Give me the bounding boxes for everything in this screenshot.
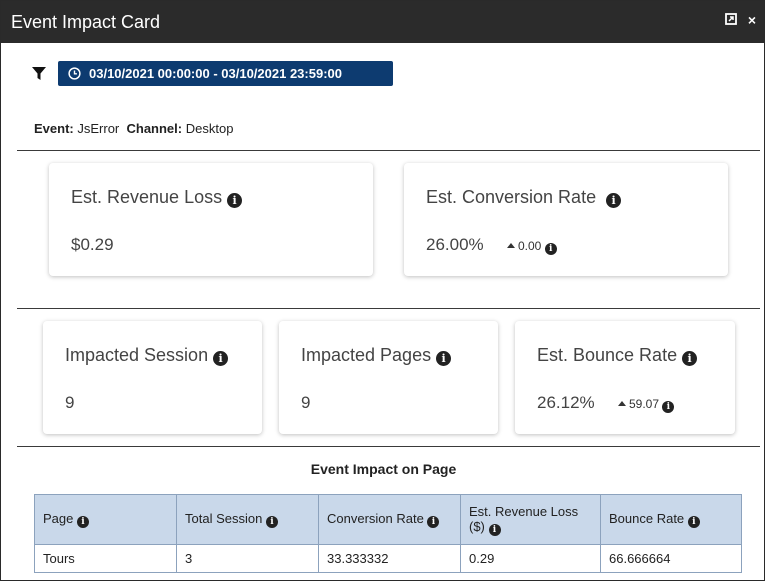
window-title: Event Impact Card [11,12,161,32]
column-header-conversion-rate[interactable]: Conversion Rate i [318,494,461,545]
table-cell: 3 [176,544,319,573]
table-title: Event Impact on Page [310,461,457,477]
expand-icon[interactable] [724,13,738,27]
card-label-text: Impacted Session [65,345,209,365]
event-value: JsError [77,121,120,136]
card-value: 26.12% [537,393,595,412]
caret-up-icon [618,401,626,406]
card-label: Impacted Pages i [301,345,452,366]
table-header-row: Page i Total Session i Conversion Rate i… [34,494,742,545]
card-delta: 59.07 i [618,397,675,413]
card-est-conversion-rate: Est. Conversion Rate i 26.00% 0.00 i [404,163,728,276]
card-value: $0.29 [71,235,114,254]
channel-label: Channel: [126,121,183,136]
card-delta-value: 59.07 [629,397,660,411]
info-icon[interactable]: i [436,351,452,366]
info-icon[interactable]: i [213,351,229,366]
card-impacted-pages: Impacted Pages i 9 [279,321,498,434]
column-header-page[interactable]: Page i [34,494,177,545]
card-label: Est. Conversion Rate i [426,187,622,208]
table-cell: Tours [34,544,177,573]
divider [17,150,760,151]
column-header-text: Conversion Rate [327,511,424,526]
card-delta: 0.00 i [507,239,557,255]
column-header-text: Est. Revenue Loss ($) [469,503,579,534]
info-icon[interactable]: i [544,243,557,255]
table-row[interactable]: Tours 3 33.333332 0.29 66.666664 [34,544,742,573]
card-impacted-session: Impacted Session i 9 [43,321,262,434]
card-label-text: Impacted Pages [301,345,432,365]
filter-icon[interactable] [32,67,46,81]
info-icon[interactable]: i [606,193,622,208]
table-cell: 0.29 [460,544,601,573]
info-icon[interactable]: i [687,516,700,528]
card-label: Est. Revenue Loss i [71,187,243,208]
column-header-total-session[interactable]: Total Session i [176,494,319,545]
impact-table: Page i Total Session i Conversion Rate i… [34,494,742,573]
info-icon[interactable]: i [427,516,440,528]
title-bar: Event Impact Card × [1,1,764,43]
close-icon[interactable]: × [747,12,757,28]
date-range-text: 03/10/2021 00:00:00 - 03/10/2021 23:59:0… [89,66,342,81]
card-delta-value: 0.00 [518,239,542,253]
event-label: Event: [34,121,74,136]
info-icon[interactable]: i [682,351,698,366]
caret-up-icon [507,243,515,248]
date-range-button[interactable]: 03/10/2021 00:00:00 - 03/10/2021 23:59:0… [58,61,393,86]
card-label: Impacted Session i [65,345,229,366]
column-header-text: Total Session [185,511,263,526]
event-meta: Event: JsError Channel: Desktop [34,121,233,136]
info-icon[interactable]: i [77,516,89,528]
column-header-est-revenue-loss[interactable]: Est. Revenue Loss ($) i [460,494,601,545]
expand-icon-svg [725,13,737,25]
column-header-bounce-rate[interactable]: Bounce Rate i [600,494,742,545]
info-icon[interactable]: i [265,516,278,528]
column-header-text: Bounce Rate [609,511,685,526]
info-icon[interactable]: i [227,193,243,208]
table-cell: 66.666664 [600,544,742,573]
card-label-text: Est. Bounce Rate [537,345,678,365]
column-header-text: Page [43,511,74,526]
divider [17,308,760,309]
card-value: 9 [301,393,311,412]
card-label-text: Est. Revenue Loss [71,187,223,207]
card-value: 9 [65,393,75,412]
card-label: Est. Bounce Rate i [537,345,698,366]
info-icon[interactable]: i [662,401,675,413]
clock-icon [68,67,81,80]
card-est-bounce-rate: Est. Bounce Rate i 26.12% 59.07 i [515,321,735,434]
info-icon[interactable]: i [488,523,501,536]
channel-value: Desktop [185,121,234,136]
card-value: 26.00% [426,235,484,254]
card-est-revenue-loss: Est. Revenue Loss i $0.29 [49,163,373,276]
card-label-text: Est. Conversion Rate [426,187,597,207]
table-cell: 33.333332 [318,544,461,573]
divider [17,446,760,447]
